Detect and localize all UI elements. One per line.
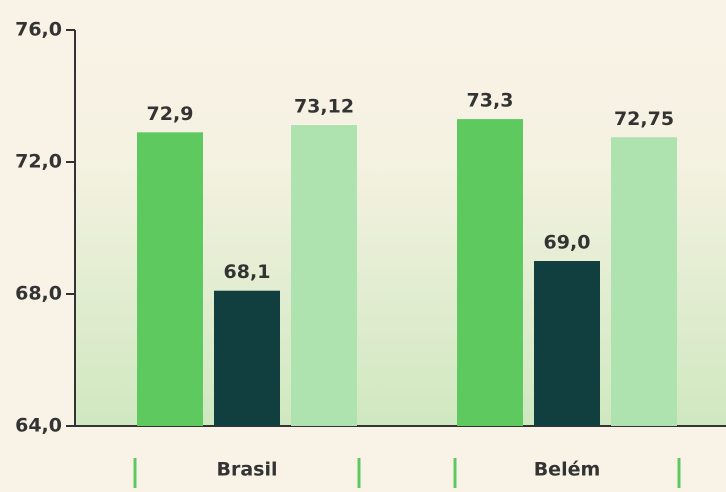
value-label: 69,0: [544, 232, 591, 254]
value-label: 72,9: [147, 103, 194, 125]
bar: [214, 290, 280, 426]
y-tick-label: 72,0: [15, 151, 62, 173]
bar: [457, 119, 523, 426]
bar: [534, 261, 600, 426]
y-tick-label: 64,0: [15, 415, 62, 437]
value-label: 68,1: [224, 261, 271, 283]
y-tick-label: 68,0: [15, 283, 62, 305]
y-tick-label: 76,0: [15, 19, 62, 41]
bar: [137, 132, 203, 427]
bar: [291, 125, 357, 426]
value-label: 73,3: [467, 90, 514, 112]
bar: [611, 137, 677, 426]
x-tick-label: Brasil: [216, 459, 277, 481]
value-label: 73,12: [294, 96, 354, 118]
x-tick-label: Belém: [534, 459, 601, 481]
value-label: 72,75: [614, 108, 674, 130]
